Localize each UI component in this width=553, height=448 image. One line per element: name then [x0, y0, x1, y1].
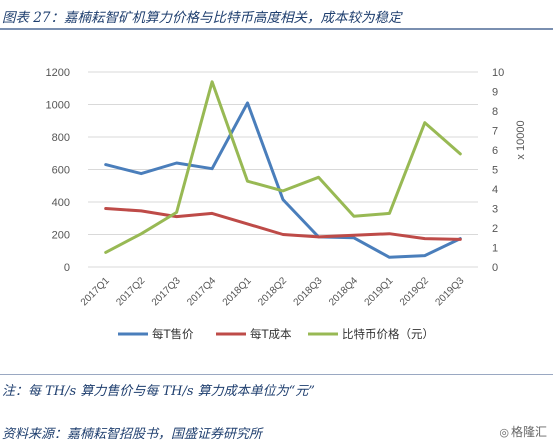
y-right-tick-label: 2 — [492, 223, 498, 235]
chart-series — [104, 80, 462, 259]
watermark-text: 格隆汇 — [510, 425, 547, 439]
x-tick-label: 2018Q1 — [221, 275, 254, 308]
figure-source: 资料来源：嘉楠耘智招股书，国盛证券研究所 — [2, 427, 263, 442]
y-left-tick-label: 600 — [52, 165, 70, 177]
figure-note: 注：每 TH/s 算力售价与每 TH/s 算力成本单位为“元” — [2, 384, 315, 399]
y-right-tick-label: 4 — [492, 184, 498, 196]
chart-grid — [88, 71, 478, 268]
y-right-tick-label: 8 — [492, 106, 498, 118]
y-left-tick-label: 200 — [52, 230, 70, 242]
watermark-icon: ◎ — [499, 426, 509, 439]
y-right-tick-label: 6 — [492, 145, 498, 157]
x-tick-label: 2018Q3 — [292, 275, 325, 308]
y-axis-left: 0 200 400 600 800 1000 1200 — [46, 67, 70, 274]
chart-legend: 每T售价 每T成本 比特币价格（元） — [118, 327, 434, 341]
y-left-tick-label: 400 — [52, 197, 70, 209]
x-tick-label: 2019Q2 — [398, 275, 431, 308]
x-tick-label: 2019Q3 — [433, 275, 466, 308]
y-left-tick-label: 800 — [52, 132, 70, 144]
x-tick-label: 2017Q1 — [79, 275, 112, 308]
y-right-tick-label: 7 — [492, 126, 498, 138]
x-tick-label: 2017Q3 — [150, 275, 183, 308]
y-right-tick-label: 5 — [492, 165, 498, 177]
y-axis-right-label: x 10000 — [515, 120, 527, 159]
legend-label: 比特币价格（元） — [342, 327, 434, 341]
figure-title: 图表 27：嘉楠耘智矿机算力价格与比特币高度相关，成本较为稳定 — [2, 10, 402, 26]
y-right-tick-label: 9 — [492, 87, 498, 99]
x-tick-label: 2019Q1 — [363, 275, 396, 308]
y-left-tick-label: 1200 — [46, 67, 70, 79]
line-chart: 0 200 400 600 800 1000 1200 0 1 2 3 4 5 6 7 8 9 10 x 100… — [46, 67, 527, 341]
legend-label: 每T售价 — [152, 327, 194, 341]
x-axis: 2017Q1 2017Q2 2017Q3 2017Q4 2018Q1 2018Q2 2018… — [79, 275, 467, 308]
x-tick-label: 2018Q4 — [327, 275, 360, 308]
legend-label: 每T成本 — [250, 327, 292, 341]
x-tick-label: 2018Q2 — [256, 275, 289, 308]
y-right-tick-label: 3 — [492, 204, 498, 216]
x-tick-label: 2017Q4 — [185, 275, 218, 308]
watermark: ◎ 格隆汇 — [499, 423, 547, 440]
y-right-tick-label: 0 — [492, 262, 498, 274]
y-axis-right: 0 1 2 3 4 5 6 7 8 9 10 — [492, 67, 504, 274]
y-right-tick-label: 1 — [492, 243, 498, 255]
title-divider — [0, 28, 553, 30]
note-divider — [0, 374, 553, 375]
y-left-tick-label: 0 — [64, 262, 70, 274]
y-right-tick-label: 10 — [492, 67, 504, 79]
y-left-tick-label: 1000 — [46, 100, 70, 112]
x-tick-label: 2017Q2 — [114, 275, 147, 308]
